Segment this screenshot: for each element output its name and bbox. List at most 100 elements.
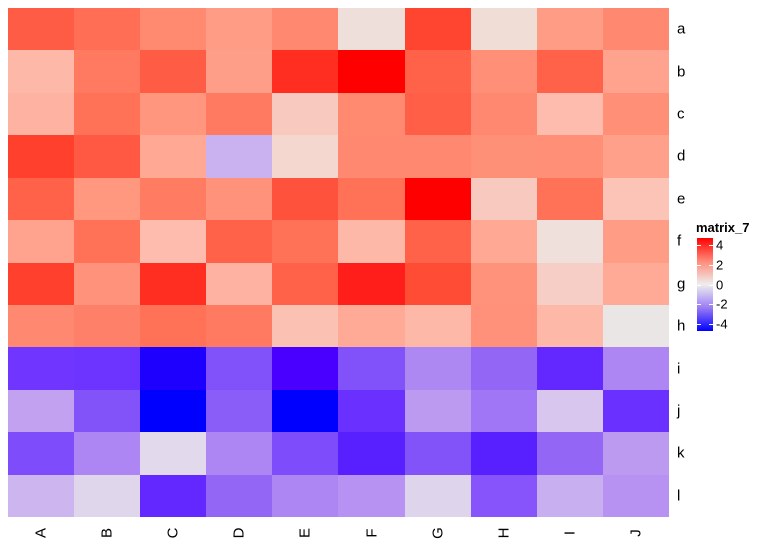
heatmap-cell-j-D [206,389,273,433]
heatmap-cell-h-F [338,304,405,348]
heatmap-cell-g-E [272,262,339,305]
column-label-F: F [363,528,381,538]
heatmap-cell-j-C [140,389,207,433]
heatmap-cell-g-I [536,262,603,305]
heatmap-cell-l-B [74,474,141,517]
heatmap-cell-f-A [8,220,75,263]
heatmap-cell-g-A [8,262,75,305]
heatmap-cell-f-J [602,220,669,263]
row-label-f: f [677,232,682,250]
heatmap-cell-b-A [8,50,75,93]
row-label-e: e [677,190,686,208]
heatmap-cell-g-B [74,262,141,305]
legend-tick-label: 4 [716,237,724,253]
heatmap-cell-b-H [470,50,537,93]
heatmap-cell-i-B [74,347,141,390]
heatmap-cell-c-H [470,92,537,136]
heatmap-cell-e-B [74,177,141,221]
column-label-I: I [561,530,579,536]
heatmap-cell-h-C [140,304,207,348]
heatmap-cell-b-J [602,50,669,93]
heatmap-cell-i-J [602,347,669,390]
heatmap-grid [8,8,669,517]
heatmap-cell-j-I [536,389,603,433]
legend-tick-mark [697,244,701,246]
heatmap-cell-i-H [470,347,537,390]
heatmap-cell-c-B [74,92,141,136]
heatmap-cell-l-I [536,474,603,517]
heatmap-cell-g-C [140,262,207,305]
heatmap-cell-k-D [206,432,273,475]
column-label-J: J [627,529,645,537]
heatmap-cell-k-G [404,432,471,475]
heatmap-cell-i-C [140,347,207,390]
legend-tick-mark [709,284,713,286]
heatmap-cell-h-B [74,304,141,348]
heatmap-cell-i-E [272,347,339,390]
column-label-B: B [98,527,116,539]
heatmap-cell-c-E [272,92,339,136]
heatmap-cell-b-E [272,50,339,93]
row-label-d: d [677,147,686,165]
legend-tick-mark [709,304,713,306]
heatmap-cell-a-J [602,8,669,51]
row-label-k: k [677,444,685,462]
heatmap-cell-j-J [602,389,669,433]
heatmap-cell-a-A [8,8,75,51]
heatmap-cell-k-F [338,432,405,475]
legend-tick-mark [697,264,701,266]
heatmap-cell-e-D [206,177,273,221]
legend-tick-label: -2 [716,296,728,312]
legend-tick-label: -4 [716,316,728,332]
heatmap-cell-l-A [8,474,75,517]
heatmap-cell-a-D [206,8,273,51]
heatmap-cell-j-F [338,389,405,433]
heatmap-cell-j-G [404,389,471,433]
heatmap-cell-g-H [470,262,537,305]
legend-title: matrix_7 [696,220,750,235]
heatmap-cell-h-H [470,304,537,348]
heatmap-cell-f-C [140,220,207,263]
column-label-G: G [429,527,447,539]
heatmap-cell-b-I [536,50,603,93]
row-label-b: b [677,63,686,81]
heatmap-cell-c-D [206,92,273,136]
heatmap-cell-f-H [470,220,537,263]
heatmap-cell-c-F [338,92,405,136]
heatmap-cell-f-D [206,220,273,263]
heatmap-cell-c-I [536,92,603,136]
heatmap-cell-h-D [206,304,273,348]
heatmap-cell-i-A [8,347,75,390]
heatmap-cell-j-B [74,389,141,433]
heatmap-cell-l-H [470,474,537,517]
heatmap-cell-f-I [536,220,603,263]
heatmap-cell-d-A [8,135,75,178]
heatmap-cell-j-E [272,389,339,433]
heatmap-cell-e-G [404,177,471,221]
heatmap-cell-l-D [206,474,273,517]
heatmap-cell-g-D [206,262,273,305]
heatmap-cell-k-J [602,432,669,475]
heatmap-cell-j-A [8,389,75,433]
heatmap-cell-a-H [470,8,537,51]
heatmap-cell-i-I [536,347,603,390]
row-label-g: g [677,275,686,293]
heatmap-cell-d-B [74,135,141,178]
heatmap-cell-k-C [140,432,207,475]
column-label-H: H [495,527,513,539]
heatmap-cell-c-J [602,92,669,136]
row-label-a: a [677,20,686,38]
heatmap-cell-k-I [536,432,603,475]
legend-tick-mark [697,304,701,306]
heatmap-cell-d-D [206,135,273,178]
heatmap-cell-f-F [338,220,405,263]
heatmap-cell-l-C [140,474,207,517]
column-label-D: D [230,527,248,539]
heatmap-cell-c-G [404,92,471,136]
heatmap-cell-b-D [206,50,273,93]
column-label-E: E [296,527,314,539]
heatmap-cell-k-A [8,432,75,475]
heatmap-cell-i-D [206,347,273,390]
heatmap-cell-d-F [338,135,405,178]
heatmap-cell-b-C [140,50,207,93]
